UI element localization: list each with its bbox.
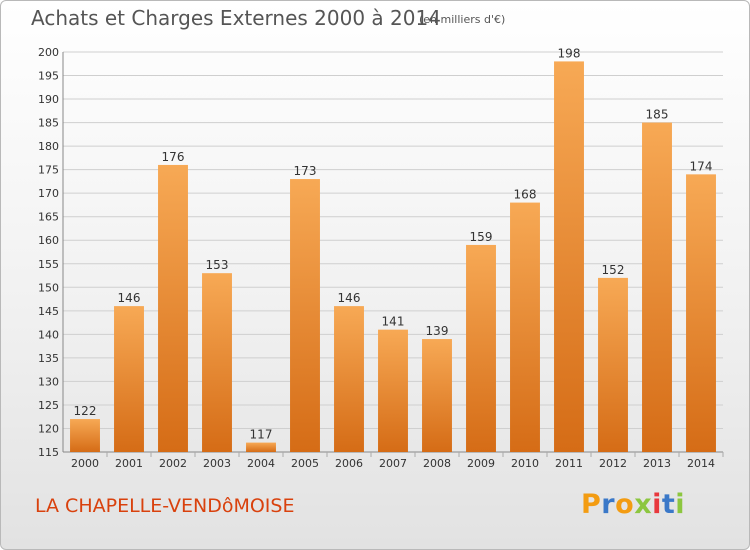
bar xyxy=(70,419,100,452)
x-tick-label: 2001 xyxy=(115,457,143,470)
x-tick-label: 2005 xyxy=(291,457,319,470)
data-label: 176 xyxy=(162,150,185,164)
labels: 115 120 125 130 135 140 145 150 155 160 165 170 175 1… xyxy=(38,46,715,470)
logo-letter: o xyxy=(615,489,635,520)
bars xyxy=(70,61,716,453)
chart-unit: (en milliers d'€) xyxy=(419,13,506,26)
data-label: 152 xyxy=(602,263,625,277)
bar xyxy=(686,174,716,452)
place-name: LA CHAPELLE-VENDôMOISE xyxy=(35,495,295,517)
bar xyxy=(422,339,452,452)
chart-title: Achats et Charges Externes 2000 à 2014 xyxy=(31,6,441,30)
x-tick-label: 2007 xyxy=(379,457,407,470)
bar xyxy=(378,329,408,452)
x-tick-label: 2013 xyxy=(643,457,671,470)
bar xyxy=(510,202,540,452)
data-label: 117 xyxy=(250,428,273,442)
y-tick-label: 130 xyxy=(38,375,59,388)
x-tick-label: 2004 xyxy=(247,457,275,470)
y-tick-label: 120 xyxy=(38,422,59,435)
x-tick-label: 2009 xyxy=(467,457,495,470)
proxiti-logo[interactable]: Proxiti xyxy=(581,489,685,520)
data-label: 141 xyxy=(382,315,405,329)
x-tick-label: 2011 xyxy=(555,457,583,470)
y-tick-label: 195 xyxy=(38,70,59,83)
y-tick-label: 165 xyxy=(38,211,59,224)
logo-letter: P xyxy=(581,489,602,520)
bar xyxy=(334,306,364,452)
bar xyxy=(466,244,496,452)
bar xyxy=(554,61,584,452)
y-tick-label: 150 xyxy=(38,281,59,294)
data-label: 174 xyxy=(690,159,713,173)
data-label: 139 xyxy=(426,324,449,338)
data-label: 122 xyxy=(74,404,97,418)
data-label: 185 xyxy=(646,108,669,122)
x-tick-label: 2014 xyxy=(687,457,715,470)
bar xyxy=(642,122,672,453)
data-label: 146 xyxy=(118,291,141,305)
y-tick-label: 115 xyxy=(38,446,59,459)
logo-letter: t xyxy=(661,489,676,520)
data-label: 146 xyxy=(338,291,361,305)
y-tick-label: 180 xyxy=(38,140,59,153)
bar xyxy=(598,277,628,452)
logo-letter: x xyxy=(634,489,653,520)
x-tick-label: 2006 xyxy=(335,457,363,470)
x-tick-label: 2002 xyxy=(159,457,187,470)
y-tick-label: 170 xyxy=(38,187,59,200)
y-tick-label: 135 xyxy=(38,352,59,365)
bar xyxy=(246,442,276,452)
bar xyxy=(114,306,144,452)
data-label: 153 xyxy=(206,258,229,272)
bar xyxy=(202,273,232,452)
bar xyxy=(290,179,320,452)
y-tick-label: 175 xyxy=(38,164,59,177)
y-tick-label: 185 xyxy=(38,117,59,130)
data-label: 168 xyxy=(514,188,537,202)
x-tick-label: 2010 xyxy=(511,457,539,470)
y-tick-label: 155 xyxy=(38,258,59,271)
logo-letter: i xyxy=(652,489,662,520)
x-tick-label: 2012 xyxy=(599,457,627,470)
logo-letter: i xyxy=(675,489,686,520)
bar xyxy=(158,164,188,453)
y-tick-label: 125 xyxy=(38,399,59,412)
y-tick-label: 160 xyxy=(38,234,59,247)
logo-letter: r xyxy=(601,489,616,520)
x-tick-label: 2000 xyxy=(71,457,99,470)
data-label: 198 xyxy=(558,46,581,60)
x-tick-label: 2008 xyxy=(423,457,451,470)
data-label: 159 xyxy=(470,230,493,244)
y-tick-label: 200 xyxy=(38,46,59,59)
y-tick-label: 190 xyxy=(38,93,59,106)
y-tick-label: 145 xyxy=(38,305,59,318)
data-label: 173 xyxy=(294,164,317,178)
x-tick-label: 2003 xyxy=(203,457,231,470)
y-tick-label: 140 xyxy=(38,328,59,341)
